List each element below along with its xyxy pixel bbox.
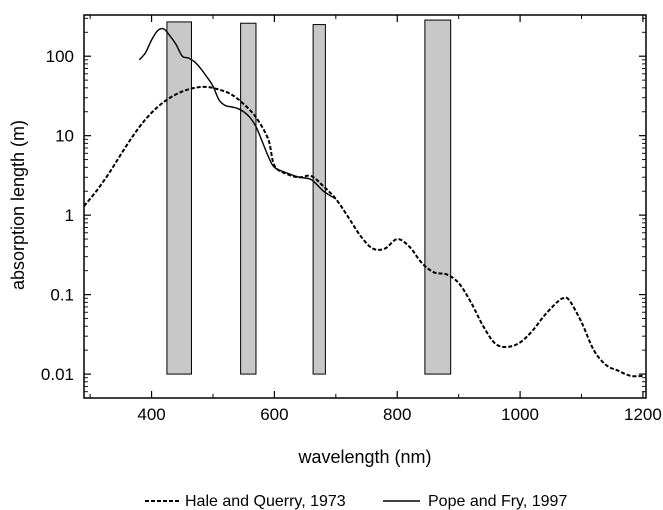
filter-band-4 — [424, 19, 452, 375]
filter-band-2 — [240, 22, 257, 375]
y-tick-label: 10 — [55, 127, 74, 146]
y-tick-label: 1 — [65, 206, 74, 225]
plot-frame — [83, 14, 647, 399]
x-axis-label: wavelength (nm) — [297, 447, 431, 467]
series-hale-querry-line — [83, 85, 643, 378]
legend-label-hale-querry: Hale and Querry, 1973 — [185, 493, 346, 510]
series-pope-fry-line — [138, 27, 337, 200]
y-axis-label: absorption length (m) — [8, 120, 28, 290]
legend: Hale and Querry, 1973 Pope and Fry, 1997 — [145, 493, 567, 510]
legend-label-pope-fry: Pope and Fry, 1997 — [428, 493, 567, 510]
filter-band-3 — [312, 24, 326, 375]
x-tick-label: 1200 — [624, 405, 662, 424]
x-tick-label: 800 — [383, 405, 411, 424]
y-tick-label: 0.1 — [50, 286, 74, 305]
filter-band-1 — [166, 21, 192, 375]
y-tick-label: 100 — [46, 47, 74, 66]
x-tick-label: 1000 — [501, 405, 539, 424]
x-tick-label: 400 — [137, 405, 165, 424]
y-axis: 0.01 0.1 1 10 100 — [41, 17, 646, 399]
bands-layer — [166, 19, 452, 375]
x-axis: 400 600 800 1000 1200 — [89, 15, 662, 424]
y-tick-label: 0.01 — [41, 365, 74, 384]
series-layer — [83, 27, 643, 378]
x-tick-label: 600 — [260, 405, 288, 424]
